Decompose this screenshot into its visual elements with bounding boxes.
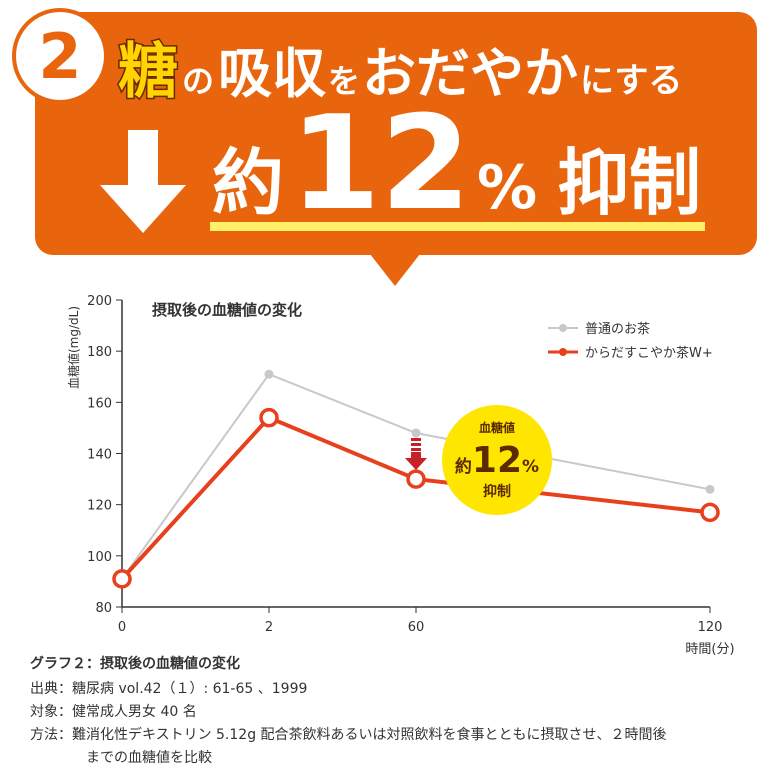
point xyxy=(406,469,426,489)
callout-part: 12 xyxy=(472,440,522,481)
y-tick-label: 120 xyxy=(87,499,112,514)
arrow-dash xyxy=(411,443,421,446)
note-line: 方法：難消化性デキストリン 5.12g 配合茶飲料あるいは対照飲料を食事とともに… xyxy=(30,726,667,743)
point xyxy=(700,502,720,523)
legend-label: 普通のお茶 xyxy=(585,321,650,337)
legend-marker xyxy=(559,324,567,332)
y-tick-label: 200 xyxy=(87,294,112,309)
callout-text: 抑制 xyxy=(483,483,511,500)
chart-title: 摂取後の血糖値の変化 xyxy=(152,301,302,319)
callout-part: % xyxy=(522,457,539,477)
headline-part: にする xyxy=(580,61,682,101)
note-line: 出典：糖尿病 vol.42（１）: 61-65 、1999 xyxy=(30,681,307,697)
chart: 80 100 120 140 160 180 200 0 2 60 120 時間(分) 血糖値(mg/d… xyxy=(66,294,735,657)
y-tick-label: 140 xyxy=(87,448,112,463)
legend-label: からだすこやか茶W+ xyxy=(585,345,713,361)
headline-part: % xyxy=(477,153,537,223)
note-line: 対象：健常成人男女 40 名 xyxy=(30,703,197,720)
point xyxy=(264,369,274,379)
x-tick-label: 120 xyxy=(698,620,723,635)
headline-part: 12 xyxy=(290,87,471,239)
headline-part: 約 xyxy=(212,141,284,225)
drop-arrow xyxy=(405,452,427,470)
point xyxy=(259,407,279,428)
pointer xyxy=(370,254,420,286)
headline-part: おだやか xyxy=(362,42,578,105)
point xyxy=(705,484,715,494)
arrow-dash xyxy=(411,438,421,441)
arrow-dash xyxy=(411,448,421,451)
callout-text: 血糖値 xyxy=(479,420,515,435)
callout-text: 約12% xyxy=(455,440,539,481)
headline-part: 糖 xyxy=(118,37,178,107)
headline-part: 吸収 xyxy=(218,42,326,105)
callout-part: 約 xyxy=(455,456,472,477)
headline-2: 約12% 抑制 xyxy=(212,87,701,239)
badge-number: 2 xyxy=(38,20,81,93)
down-arrow xyxy=(100,130,186,233)
headline-part: を xyxy=(328,62,360,100)
x-axis-label: 時間(分) xyxy=(685,642,734,657)
notes: グラフ２：摂取後の血糖値の変化 出典：糖尿病 vol.42（１）: 61-65 … xyxy=(30,655,667,766)
y-tick-label: 100 xyxy=(87,550,112,565)
y-axis-label: 血糖値(mg/dL) xyxy=(66,306,81,389)
legend-marker xyxy=(559,348,567,356)
headline-part: の xyxy=(182,62,214,100)
note-line: までの血糖値を比較 xyxy=(86,750,212,766)
headline: 糖の吸収をおだやかにする xyxy=(118,37,682,107)
point xyxy=(411,428,421,438)
number-badge xyxy=(12,8,108,104)
headline-part: 抑制 xyxy=(557,141,701,225)
point xyxy=(112,569,132,589)
underline xyxy=(210,222,705,231)
caption: グラフ２：摂取後の血糖値の変化 xyxy=(30,655,240,672)
y-tick-label: 80 xyxy=(95,601,112,616)
header-box xyxy=(35,12,757,255)
x-tick-label: 60 xyxy=(408,620,425,635)
y-tick-label: 160 xyxy=(87,396,112,411)
callout xyxy=(442,405,552,515)
x-tick-label: 0 xyxy=(118,620,126,635)
series-line xyxy=(120,415,711,581)
header: 2 糖の吸収をおだやかにする 約12% 抑制 xyxy=(12,8,757,286)
series-line xyxy=(121,372,711,580)
x-tick-label: 2 xyxy=(265,620,273,635)
y-tick-label: 180 xyxy=(87,345,112,360)
